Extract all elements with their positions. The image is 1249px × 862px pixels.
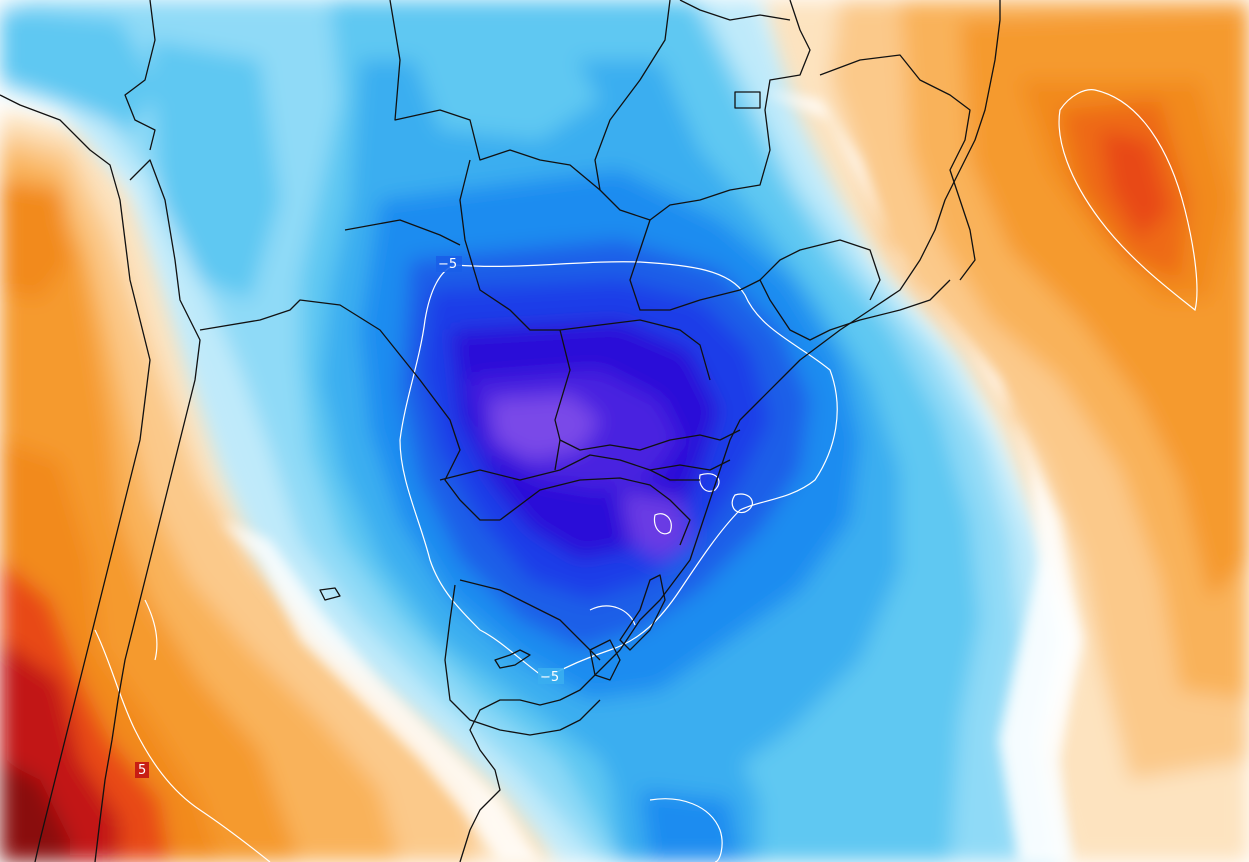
neutral-zone — [220, 90, 1080, 862]
contour-minus5-core-a — [653, 513, 672, 535]
warm-anomaly-east — [760, 0, 1249, 862]
rio-line — [759, 239, 881, 301]
rio-grande-line — [499, 477, 691, 546]
lagoon-shape — [734, 91, 761, 109]
contour-minus5-east — [731, 493, 753, 514]
parana-line — [439, 454, 731, 481]
river-plate-islands — [494, 649, 531, 669]
contour-minus5-inner — [699, 473, 720, 492]
sao-paulo-line — [554, 329, 741, 451]
contour-plus5-east — [1058, 89, 1198, 312]
cold-anomaly-central — [0, 0, 1060, 862]
goias-line — [459, 159, 711, 381]
contour-label-group: −5 −5 5 — [135, 256, 564, 778]
west-coastline — [0, 94, 151, 862]
santa-catarina-line — [554, 439, 700, 481]
contour-lines — [94, 89, 1198, 862]
political-borders — [0, 0, 1001, 862]
contour-south-tongue — [589, 605, 723, 862]
uruguay-line — [459, 579, 601, 661]
patos-lagoon — [589, 639, 621, 681]
bolivia-border — [124, 0, 500, 521]
brazil-central-line — [594, 0, 671, 191]
contour-label-plus5-southwest: 5 — [138, 763, 146, 778]
east-coastline — [459, 0, 1001, 862]
island-small — [319, 587, 341, 601]
contour-label-minus5-south: −5 — [540, 670, 559, 685]
contour-plus5-west — [94, 599, 271, 862]
minas-line — [629, 219, 951, 341]
mato-grosso-line — [344, 219, 461, 246]
argentina-east-line — [444, 584, 601, 736]
andes-border — [94, 159, 201, 862]
lagoon-south — [619, 574, 666, 651]
contour-minus5 — [399, 261, 838, 679]
contour-label-minus5-north: −5 — [438, 257, 457, 272]
north-brazil-line — [679, 0, 976, 281]
